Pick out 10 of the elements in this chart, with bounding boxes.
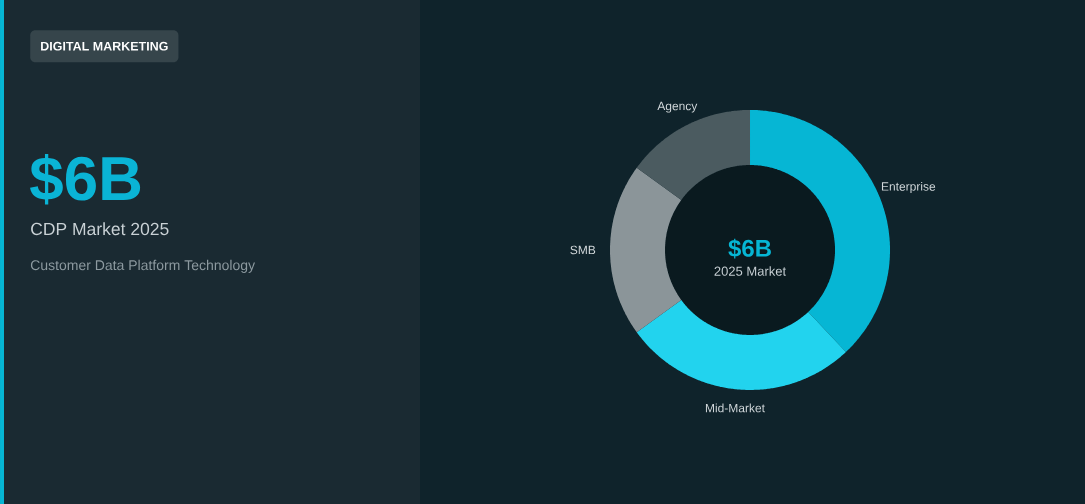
text: $6B [728,238,771,259]
slice-label: Enterprise [881,181,936,194]
text: DIGITAL MARKETING [41,41,168,51]
text: 2025 Market [714,266,787,276]
slice-label: Mid-Market [705,403,765,413]
text: Customer Data Platform Technology [30,259,256,273]
slice-label: SMB [570,245,596,255]
text: $6B [30,153,141,205]
slice-label: Agency [657,101,698,113]
text: CDP Market 2025 [31,222,169,236]
